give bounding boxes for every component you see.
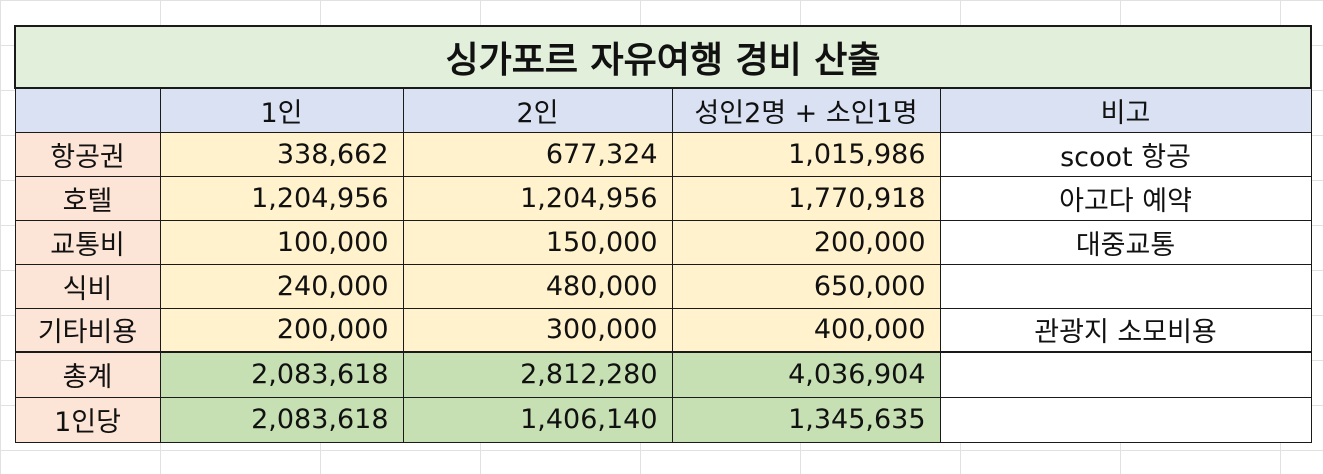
cell-family[interactable]: 400,000 xyxy=(671,307,941,353)
total-family[interactable]: 4,036,904 xyxy=(671,351,941,398)
cell-1-person[interactable]: 240,000 xyxy=(159,263,404,309)
header-cell-2-persons[interactable]: 2인 xyxy=(402,87,673,133)
row-label[interactable]: 기타비용 xyxy=(14,307,161,353)
table-row: 호텔 1,204,956 1,204,956 1,770,918 아고다 예약 xyxy=(14,175,1312,221)
per-person-1-person[interactable]: 2,083,618 xyxy=(159,396,404,443)
per-person-family[interactable]: 1,345,635 xyxy=(671,396,941,443)
cell-2-persons[interactable]: 300,000 xyxy=(402,307,673,353)
cell-family[interactable]: 1,770,918 xyxy=(671,175,941,221)
header-cell-empty[interactable] xyxy=(14,87,161,133)
total-2-persons[interactable]: 2,812,280 xyxy=(402,351,673,398)
per-person-2-persons[interactable]: 1,406,140 xyxy=(402,396,673,443)
total-1-person[interactable]: 2,083,618 xyxy=(159,351,404,398)
header-row: 1인 2인 성인2명 + 소인1명 비고 xyxy=(14,87,1312,133)
total-row: 총계 2,083,618 2,812,280 4,036,904 xyxy=(14,351,1312,398)
cell-note[interactable]: 관광지 소모비용 xyxy=(939,307,1312,353)
table-row: 기타비용 200,000 300,000 400,000 관광지 소모비용 xyxy=(14,307,1312,353)
cell-note[interactable]: 아고다 예약 xyxy=(939,175,1312,221)
total-note[interactable] xyxy=(939,351,1312,398)
cell-1-person[interactable]: 100,000 xyxy=(159,219,404,265)
cell-note[interactable]: 대중교통 xyxy=(939,219,1312,265)
row-label[interactable]: 식비 xyxy=(14,263,161,309)
per-person-note[interactable] xyxy=(939,396,1312,443)
header-cell-1-person[interactable]: 1인 xyxy=(159,87,404,133)
cell-2-persons[interactable]: 1,204,956 xyxy=(402,175,673,221)
travel-budget-table: 싱가포르 자유여행 경비 산출 1인 2인 성인2명 + 소인1명 비고 항공권… xyxy=(13,25,1313,443)
cell-note[interactable]: scoot 항공 xyxy=(939,131,1312,177)
cell-1-person[interactable]: 338,662 xyxy=(159,131,404,177)
cell-2-persons[interactable]: 677,324 xyxy=(402,131,673,177)
cell-note[interactable] xyxy=(939,263,1312,309)
header-cell-note[interactable]: 비고 xyxy=(939,87,1312,133)
title-row: 싱가포르 자유여행 경비 산출 xyxy=(13,25,1313,89)
row-label[interactable]: 항공권 xyxy=(14,131,161,177)
row-label[interactable]: 호텔 xyxy=(14,175,161,221)
cell-2-persons[interactable]: 150,000 xyxy=(402,219,673,265)
table-row: 항공권 338,662 677,324 1,015,986 scoot 항공 xyxy=(14,131,1312,177)
cell-2-persons[interactable]: 480,000 xyxy=(402,263,673,309)
per-person-label[interactable]: 1인당 xyxy=(14,396,161,443)
per-person-row: 1인당 2,083,618 1,406,140 1,345,635 xyxy=(14,396,1312,443)
table-title[interactable]: 싱가포르 자유여행 경비 산출 xyxy=(13,25,1313,89)
cell-family[interactable]: 650,000 xyxy=(671,263,941,309)
row-label[interactable]: 교통비 xyxy=(14,219,161,265)
table-row: 식비 240,000 480,000 650,000 xyxy=(14,263,1312,309)
table-row: 교통비 100,000 150,000 200,000 대중교통 xyxy=(14,219,1312,265)
header-cell-family[interactable]: 성인2명 + 소인1명 xyxy=(671,87,941,133)
cell-1-person[interactable]: 200,000 xyxy=(159,307,404,353)
cell-1-person[interactable]: 1,204,956 xyxy=(159,175,404,221)
cell-family[interactable]: 1,015,986 xyxy=(671,131,941,177)
total-label[interactable]: 총계 xyxy=(14,351,161,398)
cell-family[interactable]: 200,000 xyxy=(671,219,941,265)
